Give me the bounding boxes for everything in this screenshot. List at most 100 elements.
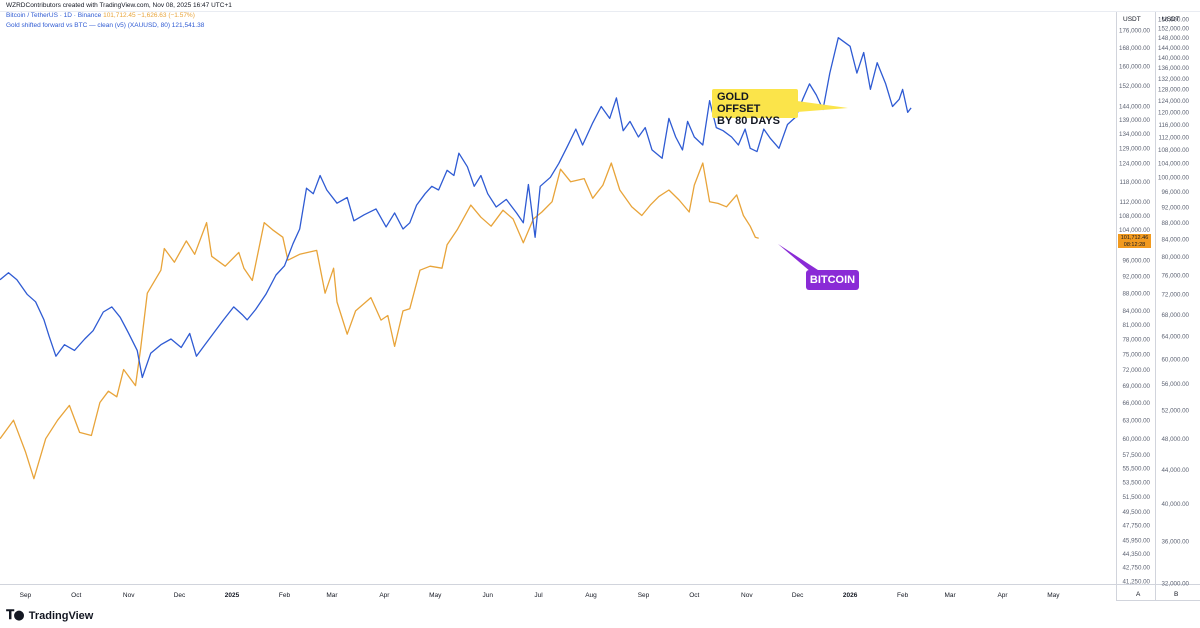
x-tick-label: Sep — [20, 592, 32, 599]
right-axis-tick-label: 120,000.00 — [1158, 110, 1190, 117]
right-axis-tick-label: 132,000.00 — [1158, 76, 1190, 83]
right-axis-tick-label: 48,000.00 — [1161, 436, 1189, 443]
left-axis-tick-label: 134,000.00 — [1119, 131, 1151, 138]
bitcoin-pointer — [778, 244, 821, 272]
gold-offset-line1: GOLD OFFSET — [717, 91, 761, 115]
bitcoin-line — [0, 162, 759, 480]
left-axis-tick-label: 41,250.00 — [1122, 578, 1150, 585]
x-tick-label: Oct — [689, 592, 699, 599]
x-tick-label: Nov — [123, 592, 135, 599]
x-tick-label: 2026 — [843, 592, 858, 599]
x-tick-label: Jul — [534, 592, 543, 599]
right-axis-tick-label: 128,000.00 — [1158, 87, 1190, 94]
bitcoin-legend: Bitcoin / TetherUS · 1D · Binance 101,71… — [6, 12, 195, 20]
auto-scale-left-button[interactable]: A — [1136, 591, 1141, 598]
gold-shifted-line — [0, 37, 912, 379]
left-axis-tick-label: 47,750.00 — [1122, 523, 1150, 530]
left-axis-tick-label: 144,000.00 — [1119, 104, 1151, 111]
left-axis-tick-label: 104,000.00 — [1119, 227, 1151, 234]
last-price-tag: 101,712.46 08:12:28 — [1118, 234, 1151, 248]
right-axis-tick-label: 108,000.00 — [1158, 147, 1190, 154]
left-axis-tick-label: 49,500.00 — [1122, 509, 1150, 516]
right-axis-tick-label: 40,000.00 — [1161, 501, 1189, 508]
bitcoin-annotation: BITCOIN — [806, 270, 859, 290]
left-axis-tick-label: 139,000.00 — [1119, 117, 1151, 124]
left-axis-unit: USDT — [1123, 16, 1141, 23]
x-tick-label: May — [1047, 592, 1060, 599]
left-axis-tick-label: 81,000.00 — [1122, 322, 1150, 329]
left-axis-tick-label: 96,000.00 — [1122, 257, 1150, 264]
right-axis-tick-label: 32,000.00 — [1161, 580, 1189, 587]
right-axis-tick-label: 140,000.00 — [1158, 55, 1190, 62]
x-tick-label: May — [429, 592, 442, 599]
gold-shifted-legend: Gold shifted forward vs BTC — clean (v5)… — [6, 22, 205, 29]
right-axis-tick-label: 72,000.00 — [1161, 292, 1189, 299]
right-axis-tick-label: 112,000.00 — [1158, 134, 1189, 141]
left-axis-tick-label: 112,000.00 — [1119, 199, 1150, 206]
right-axis-tick-label: 136,000.00 — [1158, 65, 1190, 72]
right-axis-tick-label: 104,000.00 — [1158, 161, 1190, 168]
chart-attribution: WZRDContributors created with TradingVie… — [6, 2, 232, 9]
right-axis-tick-label: 52,000.00 — [1161, 407, 1189, 414]
x-tick-label: Feb — [897, 592, 909, 599]
left-axis-tick-label: 44,350.00 — [1122, 551, 1150, 558]
x-tick-label: Mar — [944, 592, 956, 599]
gold-offset-pointer — [797, 101, 848, 112]
left-axis-tick-label: 55,500.00 — [1122, 466, 1150, 473]
x-tick-label: Dec — [174, 592, 186, 599]
left-axis-tick-label: 57,500.00 — [1122, 452, 1150, 459]
x-tick-label: Nov — [741, 592, 753, 599]
right-axis-tick-label: 60,000.00 — [1161, 356, 1189, 363]
left-axis-tick-label: 69,000.00 — [1122, 383, 1150, 390]
left-axis-tick-label: 168,000.00 — [1119, 45, 1151, 52]
right-axis-tick-label: 116,000.00 — [1158, 122, 1189, 129]
x-tick-label: Apr — [379, 592, 390, 599]
bitcoin-legend-name: Bitcoin / TetherUS · 1D · Binance — [6, 12, 102, 19]
right-axis-tick-label: 92,000.00 — [1161, 204, 1189, 211]
x-tick-label: Apr — [997, 592, 1008, 599]
auto-scale-right-button[interactable]: B — [1174, 591, 1179, 598]
right-axis-tick-label: 152,000.00 — [1158, 26, 1190, 33]
left-axis-tick-label: 176,000.00 — [1119, 27, 1151, 34]
right-axis-tick-label: 76,000.00 — [1161, 272, 1189, 279]
x-tick-label: Dec — [792, 592, 804, 599]
right-axis-tick-label: 88,000.00 — [1161, 220, 1189, 227]
right-axis-tick-label: 68,000.00 — [1161, 312, 1189, 319]
left-axis-tick-label: 152,000.00 — [1119, 83, 1151, 90]
right-axis-tick-label: 36,000.00 — [1161, 538, 1189, 545]
left-axis-tick-label: 84,000.00 — [1122, 308, 1150, 315]
right-axis-tick-label: 144,000.00 — [1158, 45, 1190, 52]
left-axis-tick-label: 42,750.00 — [1122, 565, 1150, 572]
x-tick-label: 2025 — [225, 592, 240, 599]
right-axis-tick-label: 156,000.00 — [1158, 16, 1190, 23]
x-tick-label: Aug — [585, 592, 597, 599]
left-axis-tick-label: 92,000.00 — [1122, 274, 1150, 281]
gold-offset-annotation: GOLD OFFSET BY 80 DAYS — [712, 89, 798, 127]
right-axis-tick-label: 64,000.00 — [1161, 334, 1189, 341]
price-scale-area — [1116, 12, 1200, 584]
left-axis-tick-label: 88,000.00 — [1122, 291, 1150, 298]
right-axis-tick-label: 124,000.00 — [1158, 98, 1190, 105]
x-tick-label: Oct — [71, 592, 81, 599]
right-axis-tick-label: 96,000.00 — [1161, 189, 1189, 196]
tradingview-logo-icon: 𝐓● — [6, 608, 25, 623]
right-axis-tick-label: 56,000.00 — [1161, 381, 1189, 388]
right-axis-tick-label: 84,000.00 — [1161, 237, 1189, 244]
left-axis-tick-label: 53,500.00 — [1122, 480, 1150, 487]
tradingview-wordmark: TradingView — [28, 609, 94, 622]
right-axis-tick-label: 80,000.00 — [1161, 254, 1189, 261]
right-axis-unit: USDT — [1162, 16, 1180, 23]
left-axis-tick-label: 108,000.00 — [1119, 213, 1151, 220]
left-axis-tick-label: 124,000.00 — [1119, 160, 1151, 167]
bitcoin-legend-values: 101,712.45 −1,626.63 (−1.57%) — [103, 12, 195, 19]
x-tick-label: Jun — [482, 592, 493, 599]
tradingview-logo[interactable]: 𝐓● TradingView — [6, 608, 93, 623]
left-axis-tick-label: 129,000.00 — [1119, 145, 1151, 152]
left-axis-tick-label: 72,000.00 — [1122, 367, 1150, 374]
left-axis-tick-label: 78,000.00 — [1122, 336, 1150, 343]
left-axis-tick-label: 66,000.00 — [1122, 400, 1150, 407]
left-axis-tick-label: 60,000.00 — [1122, 436, 1150, 443]
left-axis-tick-label: 75,000.00 — [1122, 351, 1150, 358]
x-tick-label: Feb — [279, 592, 291, 599]
